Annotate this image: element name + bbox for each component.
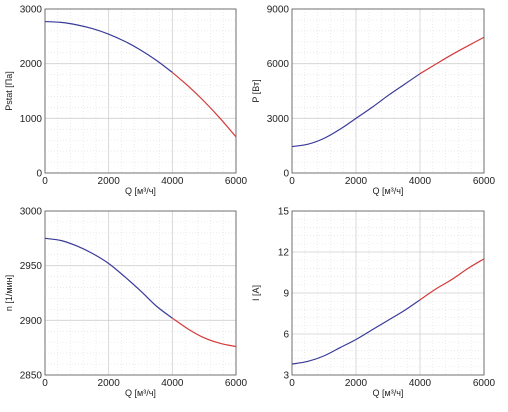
curve-extended-range [171,317,237,348]
x-tick-label: 6000 [473,378,496,389]
x-tick-label: 2000 [345,378,368,389]
chart-panel-2: 0 2000 4000 6000 0 3000 6000 9000 Q [м³/ч] P [Вт] [251,5,496,197]
y-axis-label: I [A] [251,285,261,301]
curve-operating-range [291,299,421,365]
x-tick-label: 2000 [98,176,121,187]
x-tick-label: 6000 [225,176,248,187]
curve-operating-range [44,237,173,319]
curve-extended-range [171,71,237,138]
y-tick-label: 2950 [20,261,43,272]
chart-panel-3: 0 2000 4000 6000 2850 2900 2950 3000 Q [м³/ч] n [… [4,207,248,399]
x-tick-label: 4000 [161,176,184,187]
x-axis-label: Q [м³/ч] [373,186,404,196]
y-tick-label: 3 [283,371,289,382]
plot-area [45,211,236,375]
y-tick-label: 2900 [20,316,43,327]
y-tick-label: 6000 [267,59,290,70]
plot-frame [291,210,485,376]
y-tick-label: 2000 [20,59,43,70]
y-tick-label: 1000 [20,114,43,125]
chart-panel-4: 0 2000 4000 6000 3 6 9 12 15 Q [м³/ч] I [A] [251,207,496,399]
y-axis-label: n [1/мин] [4,275,14,311]
x-tick-label: 2000 [345,176,368,187]
plot-area [292,9,484,173]
x-tick-label: 0 [289,378,295,389]
plot-frame [291,8,485,174]
y-tick-label: 12 [278,248,290,259]
x-tick-label: 0 [289,176,295,187]
x-tick-label: 6000 [225,378,248,389]
x-tick-label: 2000 [98,378,121,389]
curve-operating-range [291,73,421,148]
y-tick-label: 0 [283,169,289,180]
y-tick-label: 0 [36,169,42,180]
x-axis-label: Q [м³/ч] [125,186,156,196]
plot-area [45,9,236,173]
y-tick-label: 3000 [267,114,290,125]
x-axis-label: Q [м³/ч] [373,388,404,398]
y-tick-label: 6 [283,330,289,341]
curve-operating-range [44,20,173,73]
y-tick-label: 3000 [20,207,43,218]
curve-extended-range [419,36,485,75]
x-tick-label: 4000 [409,176,432,187]
x-tick-label: 0 [42,176,48,187]
y-tick-label: 3000 [20,5,43,16]
curve-extended-range [419,258,485,301]
plot-frame [44,210,237,376]
chart-panel-1: 0 2000 4000 6000 0 1000 2000 3000 Q [м³/ч] Pstat … [4,5,248,197]
x-tick-label: 0 [42,378,48,389]
y-tick-label: 15 [278,207,290,218]
plot-frame [44,8,237,174]
y-tick-label: 9000 [267,5,290,16]
y-tick-label: 2850 [20,371,43,382]
x-tick-label: 4000 [409,378,432,389]
x-axis-label: Q [м³/ч] [125,388,156,398]
x-tick-label: 6000 [473,176,496,187]
y-axis-label: Pstat [Па] [4,71,14,111]
y-tick-label: 9 [283,289,289,300]
y-axis-label: P [Вт] [251,79,261,102]
x-tick-label: 4000 [161,378,184,389]
